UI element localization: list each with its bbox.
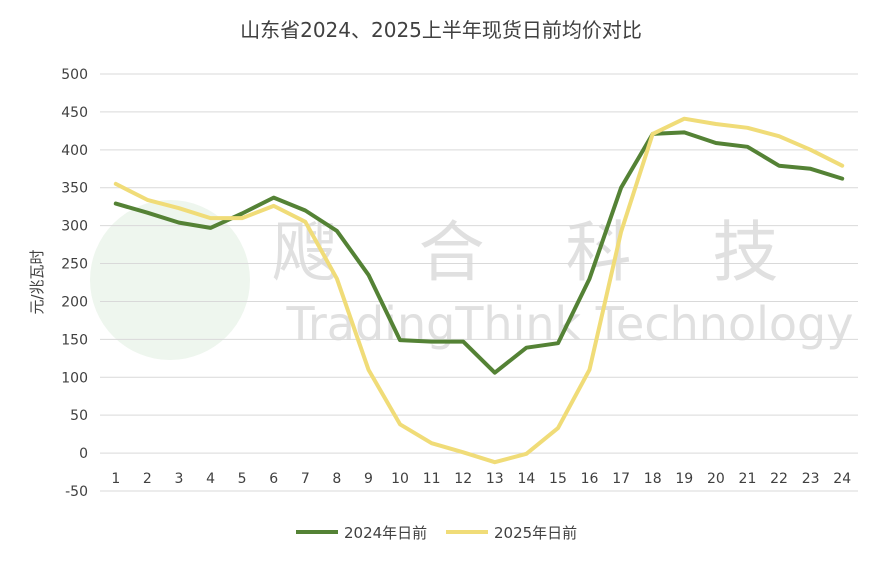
y-tick-label: 400 bbox=[61, 143, 88, 159]
x-tick-label: 1 bbox=[111, 471, 120, 487]
y-tick-label: 450 bbox=[61, 105, 88, 121]
y-axis-ticks: -50 0 50 100 150 200 250 300 350 400 450 500 bbox=[61, 67, 88, 500]
x-tick-label: 5 bbox=[238, 471, 247, 487]
x-tick-label: 23 bbox=[802, 471, 820, 487]
chart-title: 山东省2024、2025上半年现货日前均价对比 bbox=[240, 18, 642, 42]
x-tick-label: 22 bbox=[770, 471, 788, 487]
x-tick-label: 11 bbox=[423, 471, 441, 487]
x-tick-label: 7 bbox=[301, 471, 310, 487]
y-tick-label: 300 bbox=[61, 219, 88, 235]
legend: 2024年日前 2025年日前 bbox=[296, 524, 577, 542]
x-tick-label: 13 bbox=[486, 471, 504, 487]
y-tick-label: 0 bbox=[79, 446, 88, 462]
y-tick-label: 150 bbox=[61, 332, 88, 348]
x-tick-label: 19 bbox=[675, 471, 693, 487]
x-tick-label: 14 bbox=[517, 471, 535, 487]
x-tick-label: 6 bbox=[269, 471, 278, 487]
x-tick-label: 9 bbox=[364, 471, 373, 487]
x-tick-label: 12 bbox=[454, 471, 472, 487]
x-tick-label: 8 bbox=[332, 471, 341, 487]
legend-label: 2024年日前 bbox=[344, 524, 427, 542]
x-tick-label: 15 bbox=[549, 471, 567, 487]
x-tick-label: 4 bbox=[206, 471, 215, 487]
series-line-2 bbox=[113, 116, 845, 465]
y-tick-label: 200 bbox=[61, 294, 88, 310]
x-tick-label: 3 bbox=[174, 471, 183, 487]
x-tick-label: 18 bbox=[644, 471, 662, 487]
x-tick-label: 20 bbox=[707, 471, 725, 487]
legend-label: 2025年日前 bbox=[494, 524, 577, 542]
series-layer bbox=[113, 116, 845, 465]
y-tick-label: 250 bbox=[61, 257, 88, 273]
x-tick-label: 24 bbox=[833, 471, 851, 487]
y-tick-label: 100 bbox=[61, 370, 88, 386]
watermark-cn: 飕 合 科 技 bbox=[272, 214, 809, 291]
watermark-logo-icon bbox=[90, 200, 250, 360]
x-axis-ticks: 1 2 3 4 5 6 7 8 9 10 11 12 13 14 15 16 17 18 19 20 21 22 23 24 bbox=[111, 471, 851, 487]
y-tick-label: -50 bbox=[65, 484, 88, 500]
y-tick-label: 350 bbox=[61, 181, 88, 197]
grid-layer bbox=[100, 73, 858, 492]
series-line-1 bbox=[113, 130, 845, 375]
watermark: 飕 合 科 技 TradingThink Technology bbox=[90, 200, 853, 360]
y-tick-label: 500 bbox=[61, 67, 88, 83]
x-tick-label: 10 bbox=[391, 471, 409, 487]
x-tick-label: 16 bbox=[581, 471, 599, 487]
x-tick-label: 17 bbox=[612, 471, 630, 487]
x-tick-label: 2 bbox=[143, 471, 152, 487]
y-axis-label: 元/兆瓦时 bbox=[28, 249, 46, 314]
y-tick-label: 50 bbox=[70, 408, 88, 424]
x-tick-label: 21 bbox=[739, 471, 757, 487]
